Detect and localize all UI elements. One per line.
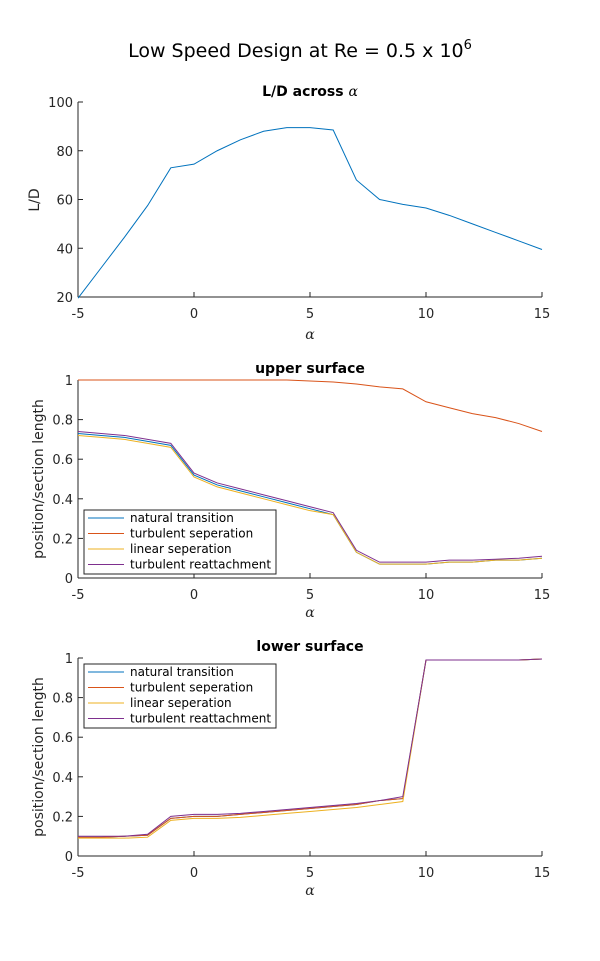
lower-x-tick-label: 5: [306, 866, 314, 881]
lower-legend-entry: turbulent reattachment: [130, 712, 271, 726]
upper-legend-entry: linear seperation: [130, 542, 232, 556]
ld-x-tick-label: 15: [534, 307, 551, 322]
upper-series-line-4: [77, 430, 543, 563]
lower-legend: [83, 663, 277, 729]
chart-ld-title-symbol: α: [348, 84, 358, 100]
chart-ld-title: L/D across α: [262, 84, 358, 100]
ld-x-tick-label: 5: [306, 307, 314, 322]
upper-x-tick-label: -5: [72, 588, 85, 603]
ld-x-tick-label: 0: [190, 307, 198, 322]
upper-y-tick-label: 0.2: [52, 532, 73, 547]
lower-y-tick-label: 0: [65, 850, 73, 865]
chart-lower-title: lower surface: [256, 639, 363, 655]
lower-x-tick-label: 15: [534, 866, 551, 881]
ld-x-tick-label: -5: [72, 307, 85, 322]
lower-x-tick-label: 0: [190, 866, 198, 881]
lower-series-line-4: [78, 658, 543, 837]
ld-x-tick-label: 10: [418, 307, 435, 322]
ld-y-tick-label: 40: [56, 242, 73, 257]
lower-legend-entry: linear seperation: [130, 696, 232, 710]
upper-y-tick-label: 0.4: [52, 493, 73, 508]
chart-lower-xlabel: α: [305, 883, 315, 899]
upper-series-line-3: [77, 434, 543, 565]
figure-title-exponent: 6: [464, 38, 472, 53]
lower-y-tick-label: 0.8: [52, 692, 73, 707]
upper-legend-entry: turbulent reattachment: [130, 558, 271, 572]
upper-x-tick-label: 0: [190, 588, 198, 603]
chart-upper-xlabel: α: [305, 605, 315, 621]
ld-y-tick-label: 20: [56, 291, 73, 306]
lower-legend-entry: turbulent seperation: [130, 681, 253, 695]
lower-y-tick-label: 1: [65, 652, 73, 667]
ld-y-tick-label: 100: [48, 96, 73, 111]
upper-y-tick-label: 1: [65, 374, 73, 389]
lower-y-tick-label: 0.4: [52, 771, 73, 786]
chart-ld-ylabel: L/D: [27, 188, 43, 211]
ld-y-tick-label: 60: [56, 194, 73, 209]
chart-ld: L/D across α α L/D -5 0 5 10 15 20 40 60 80 100: [27, 84, 550, 343]
chart-upper-ylabel: position/section length: [31, 399, 47, 559]
upper-legend-entry: natural transition: [130, 511, 234, 525]
lower-y-tick-label: 0.6: [52, 731, 73, 746]
lower-y-tick-label: 0.2: [52, 810, 73, 825]
upper-y-tick-label: 0.6: [52, 453, 73, 468]
upper-series-line-2: [78, 379, 543, 432]
lower-x-tick-label: 10: [418, 866, 435, 881]
chart-upper-surface: upper surface α position/section length …: [31, 361, 550, 621]
lower-legend-entry: natural transition: [130, 665, 234, 679]
upper-x-tick-label: 5: [306, 588, 314, 603]
upper-y-tick-label: 0.8: [52, 414, 73, 429]
chart-lower-ylabel: position/section length: [31, 677, 47, 837]
upper-x-tick-label: 10: [418, 588, 435, 603]
upper-legend: [83, 509, 277, 575]
lower-x-tick-label: -5: [72, 866, 85, 881]
figure-title: Low Speed Design at Re = 0.5 x 106: [128, 38, 472, 62]
upper-y-tick-label: 0: [65, 572, 73, 587]
upper-x-tick-label: 15: [534, 588, 551, 603]
chart-upper-title: upper surface: [255, 361, 365, 377]
ld-y-tick-label: 80: [56, 145, 73, 160]
ld-series-line-1: [77, 127, 543, 299]
upper-legend-entry: turbulent seperation: [130, 527, 253, 541]
chart-lower-surface: lower surface α position/section length …: [31, 639, 550, 899]
chart-ld-xlabel: α: [305, 327, 315, 343]
